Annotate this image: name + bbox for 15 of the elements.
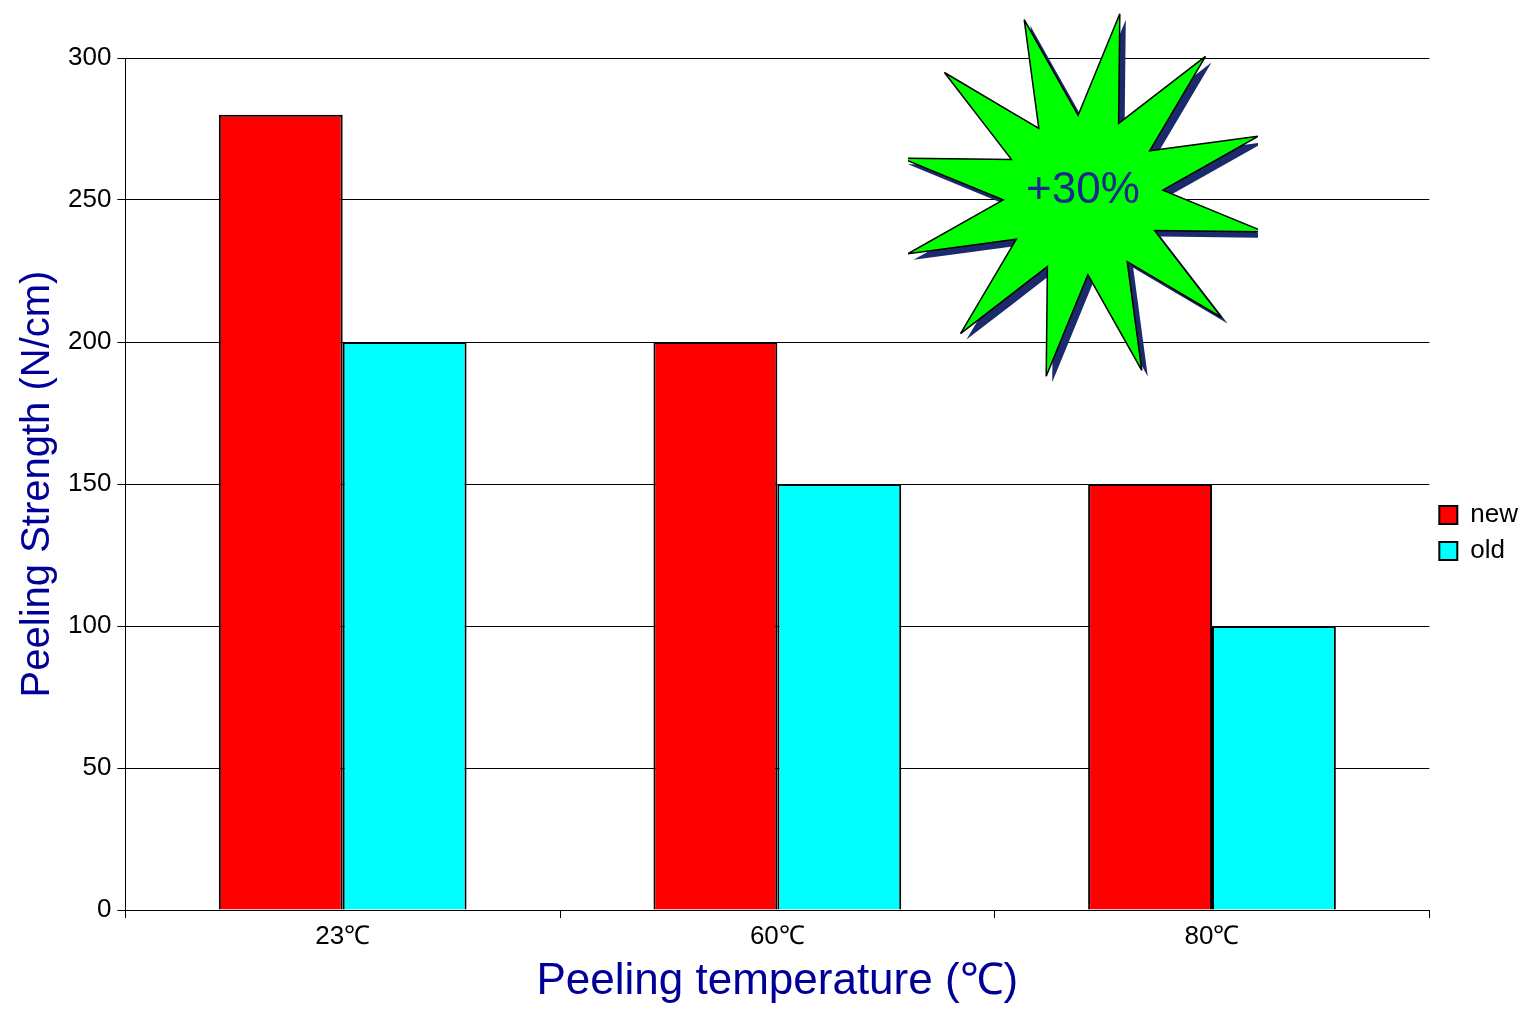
y-tick-label: 250	[67, 183, 112, 214]
x-tick-label: 23℃	[315, 919, 371, 950]
y-tick-label: 200	[67, 325, 112, 356]
legend-label: new	[1470, 498, 1519, 529]
legend-label: old	[1470, 534, 1506, 565]
y-axis-title: Peeling Strength (N/cm)	[13, 270, 58, 698]
y-tick-label: 50	[82, 751, 112, 782]
x-tick-label: 60℃	[749, 919, 805, 950]
x-axis-title: Peeling temperature (℃)	[536, 953, 1019, 1003]
y-tick-label: 300	[67, 41, 112, 72]
x-tick-label: 80℃	[1184, 919, 1240, 950]
y-tick-label: 0	[96, 893, 112, 924]
y-tick-label: 150	[67, 467, 112, 498]
y-tick-label: 100	[67, 609, 112, 640]
annotation: +30%	[1025, 163, 1141, 213]
